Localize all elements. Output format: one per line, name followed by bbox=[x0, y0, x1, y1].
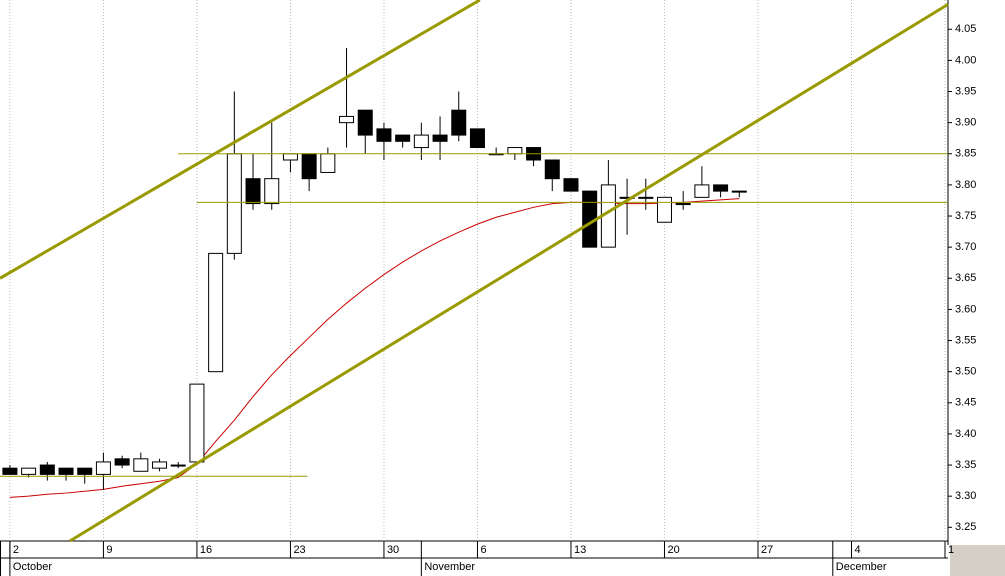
y-tick-label: 3.95 bbox=[955, 85, 976, 97]
y-tick-label: 3.80 bbox=[955, 179, 976, 191]
x-tick-label: 27 bbox=[761, 544, 773, 556]
candle-body bbox=[544, 159, 560, 180]
x-tick-label: 4 bbox=[854, 544, 860, 556]
candle-body bbox=[264, 178, 280, 205]
y-tick-label: 3.70 bbox=[955, 241, 976, 253]
candle-body bbox=[451, 109, 467, 136]
candle-body bbox=[58, 467, 74, 475]
x-tick-label: 30 bbox=[387, 544, 399, 556]
x-tick-label: 2 bbox=[13, 544, 19, 556]
corner-box bbox=[950, 545, 1005, 576]
candle-body bbox=[675, 203, 691, 206]
x-tick-label: 1 bbox=[948, 544, 954, 556]
x-tick-label: 23 bbox=[293, 544, 305, 556]
candle-body bbox=[152, 461, 168, 469]
candle-body bbox=[282, 153, 298, 161]
x-tick-label: 20 bbox=[667, 544, 679, 556]
candle-body bbox=[563, 178, 579, 192]
candle-body bbox=[713, 184, 729, 192]
x-tick-label: 9 bbox=[106, 544, 112, 556]
candle-body bbox=[507, 147, 523, 155]
y-tick-label: 3.55 bbox=[955, 334, 976, 346]
candle-body bbox=[413, 134, 429, 149]
candle-body bbox=[226, 153, 242, 254]
y-tick-label: 3.60 bbox=[955, 303, 976, 315]
moving-average-line bbox=[9, 198, 740, 498]
y-tick-label: 3.25 bbox=[955, 521, 976, 533]
candle-body bbox=[208, 252, 224, 373]
y-tick-label: 3.30 bbox=[955, 490, 976, 502]
trend-line bbox=[0, 0, 481, 280]
trend-line bbox=[69, 3, 949, 543]
candle-body bbox=[656, 196, 672, 223]
candle-body bbox=[301, 153, 317, 180]
candle-body bbox=[133, 458, 149, 472]
month-label: November bbox=[424, 561, 475, 573]
y-tick-label: 3.90 bbox=[955, 117, 976, 129]
candle-body bbox=[77, 467, 93, 475]
candle-body bbox=[638, 196, 654, 199]
candle-body bbox=[469, 128, 485, 149]
y-tick-label: 4.05 bbox=[955, 23, 976, 35]
candle-body bbox=[694, 184, 710, 198]
y-tick-label: 3.35 bbox=[955, 459, 976, 471]
y-tick-label: 3.50 bbox=[955, 366, 976, 378]
y-tick-label: 3.65 bbox=[955, 272, 976, 284]
month-label: December bbox=[836, 561, 887, 573]
y-tick-label: 3.75 bbox=[955, 210, 976, 222]
candle-body bbox=[170, 464, 186, 467]
candle-body bbox=[376, 128, 392, 142]
candle-body bbox=[395, 134, 411, 142]
candle-body bbox=[320, 153, 336, 173]
x-tick-label: 6 bbox=[480, 544, 486, 556]
y-tick-label: 4.00 bbox=[955, 54, 976, 66]
candle-body bbox=[189, 383, 205, 463]
candle-body bbox=[95, 461, 111, 475]
y-tick-label: 3.45 bbox=[955, 397, 976, 409]
candle-body bbox=[245, 178, 261, 205]
candle-body bbox=[21, 467, 37, 475]
candle-body bbox=[2, 467, 18, 475]
y-tick-label: 3.85 bbox=[955, 148, 976, 160]
x-tick-label: 13 bbox=[574, 544, 586, 556]
candle-body bbox=[357, 109, 373, 136]
candle-body bbox=[339, 115, 355, 124]
candle-body bbox=[731, 190, 747, 193]
x-tick-label: 16 bbox=[200, 544, 212, 556]
candle-body bbox=[39, 464, 55, 475]
candle-body bbox=[432, 134, 448, 142]
month-label: October bbox=[13, 561, 52, 573]
candle-body bbox=[114, 458, 130, 466]
y-tick-label: 3.40 bbox=[955, 428, 976, 440]
